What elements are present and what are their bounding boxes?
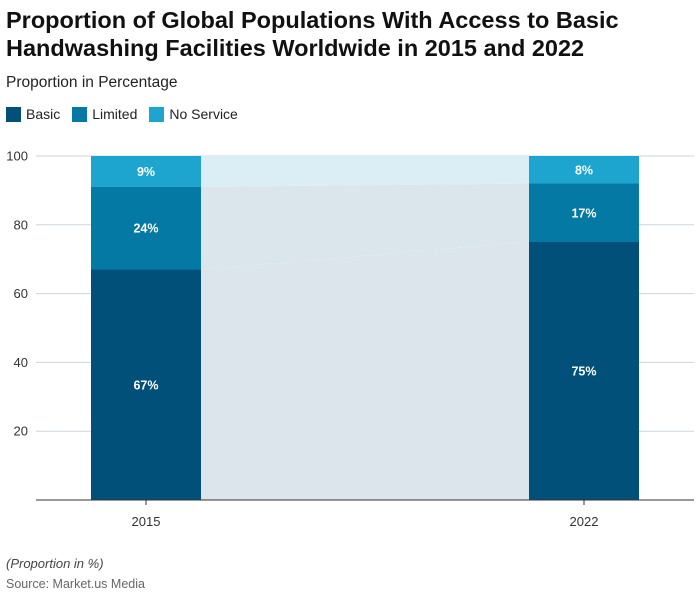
bar-limited-2015	[91, 186, 201, 270]
data-label: 8%	[575, 163, 593, 177]
y-tick-label: 80	[14, 217, 28, 232]
y-tick-label: 100	[6, 149, 28, 164]
connector-band-limited	[201, 183, 529, 270]
chart-note: (Proportion in %)	[6, 556, 104, 571]
y-tick-label: 20	[14, 424, 28, 439]
legend-label-no-service: No Service	[169, 106, 238, 122]
connector-band-no-service	[201, 156, 529, 187]
legend-swatch-basic	[6, 106, 21, 122]
bars	[91, 156, 639, 500]
chart-subtitle: Proportion in Percentage	[6, 74, 178, 91]
bar-basic-2015	[91, 269, 201, 500]
data-label: 17%	[571, 206, 596, 220]
chart-legend: Basic Limited No Service	[6, 106, 250, 122]
bar-basic-2022	[529, 242, 639, 500]
data-label: 75%	[571, 365, 596, 379]
legend-item-no-service: No Service	[149, 106, 238, 122]
legend-swatch-limited	[72, 106, 88, 122]
legend-label-basic: Basic	[26, 106, 61, 122]
chart-title: Proportion of Global Populations With Ac…	[6, 7, 619, 61]
bar-connectors	[201, 156, 529, 500]
data-label: 67%	[133, 378, 158, 392]
legend-label-limited: Limited	[92, 106, 138, 122]
y-tick-label: 60	[14, 286, 28, 301]
data-label: 9%	[137, 165, 155, 179]
x-tick-label: 2015	[132, 514, 161, 529]
bar-limited-2022	[529, 183, 639, 242]
stacked-bar-chart: 67% 24% 9% 75% 17% 8% 20 40 60 80 100 2015 2022	[6, 149, 694, 529]
chart-source: Source: Market.us Media	[6, 577, 145, 591]
data-label: 24%	[133, 222, 158, 236]
connector-band-basic	[201, 242, 529, 500]
legend-swatch-no-service	[149, 106, 165, 122]
legend-item-basic: Basic	[6, 106, 60, 122]
bar-no-service-2022	[529, 156, 639, 184]
legend-item-limited: Limited	[72, 106, 137, 122]
y-tick-label: 40	[14, 355, 28, 370]
axes: 20 40 60 80 100 2015 2022	[6, 149, 694, 529]
data-labels: 67% 24% 9% 75% 17% 8%	[133, 163, 596, 392]
bar-no-service-2015	[91, 156, 201, 187]
x-tick-label: 2022	[570, 514, 599, 529]
